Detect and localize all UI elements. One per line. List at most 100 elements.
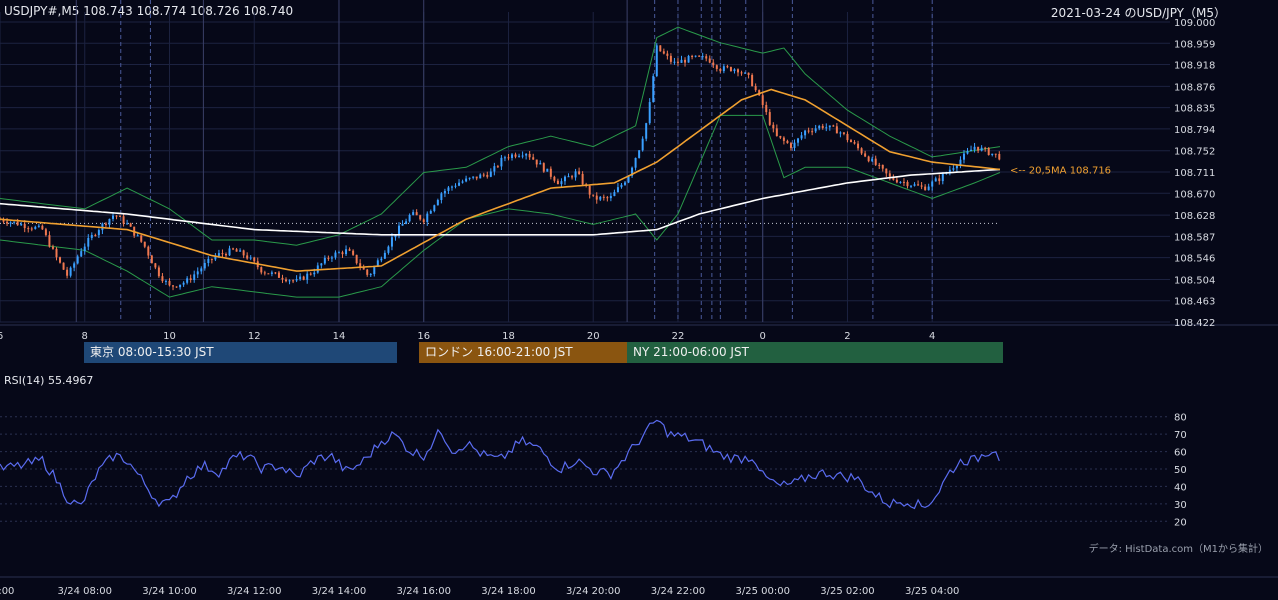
candle [571, 174, 574, 180]
candle [224, 252, 227, 258]
candle [119, 214, 122, 217]
candle [804, 129, 807, 139]
candle [853, 140, 856, 145]
candle [846, 131, 849, 143]
candle [200, 266, 203, 275]
candle [676, 58, 679, 66]
moving-averages [0, 88, 1001, 272]
candle [669, 53, 672, 65]
price-tick-label: 109.000 [1174, 18, 1215, 29]
candle [447, 185, 450, 195]
candle [465, 175, 468, 183]
candle [369, 273, 372, 277]
candle [772, 122, 775, 133]
session-vertical-lines [0, 0, 1000, 322]
candle [754, 83, 757, 92]
candle [518, 153, 521, 158]
candle [973, 142, 976, 153]
rsi-time-label: 3/24 16:00 [397, 586, 451, 597]
candle [966, 147, 969, 155]
candle [323, 255, 326, 265]
rsi-line [0, 419, 1000, 510]
candle [295, 275, 298, 283]
candle [984, 146, 987, 152]
candle [708, 55, 711, 64]
candle [825, 123, 828, 132]
candle [729, 66, 732, 72]
candle [624, 180, 626, 186]
candle [842, 132, 845, 136]
hour-tick-label: 4 [929, 331, 935, 342]
candle [267, 273, 270, 275]
candle [426, 211, 429, 226]
candle [659, 45, 662, 52]
candle [613, 189, 616, 197]
candle [228, 245, 231, 256]
candle [207, 256, 210, 267]
candle [507, 154, 510, 161]
candle [249, 255, 252, 261]
rsi-time-axis: 06:00 3/24 08:00 3/24 10:00 3/24 12:00 3/24 … [0, 586, 959, 597]
candle [602, 194, 605, 201]
price-tick-label: 108.628 [1174, 211, 1215, 222]
rsi-chart: 80 70 60 50 40 30 20 06:00 3/24 08:00 3/24 10:00… [0, 413, 1278, 597]
hour-tick-label: 20 [587, 331, 600, 342]
candle [998, 151, 1001, 161]
candle [712, 59, 715, 69]
candle [337, 250, 340, 254]
candle [609, 192, 612, 202]
candle [210, 258, 213, 264]
candle [511, 153, 514, 161]
sma-20-line [0, 88, 1001, 272]
candle [500, 155, 503, 171]
candle [168, 278, 171, 287]
candle [553, 175, 556, 183]
candle [849, 138, 852, 143]
candle [938, 174, 941, 185]
candle [782, 136, 785, 145]
candle [878, 162, 881, 170]
candle [69, 266, 72, 278]
candle [475, 176, 478, 181]
candle [30, 226, 33, 232]
candle [9, 221, 12, 227]
candle [927, 183, 930, 191]
candle [412, 209, 415, 216]
price-tick-label: 108.835 [1174, 104, 1215, 115]
candle [835, 123, 838, 134]
candle [348, 247, 351, 252]
rsi-tick-label: 60 [1174, 448, 1187, 459]
candle [832, 124, 835, 127]
candle [129, 222, 132, 227]
price-chart: 109.000 108.959 108.918 108.876 108.835 108.7… [0, 0, 1278, 342]
candle [673, 57, 676, 65]
hour-tick-label: 18 [502, 331, 515, 342]
candle [680, 55, 683, 63]
ma-value-label: <-- 20,5MA 108.716 [1010, 165, 1111, 176]
candle [563, 175, 566, 185]
candle [299, 273, 302, 281]
candle [546, 168, 549, 172]
hour-tick-label: 14 [333, 331, 346, 342]
candle [76, 254, 79, 265]
rsi-grid [0, 416, 1278, 578]
candle [401, 220, 404, 226]
candle [503, 155, 506, 162]
candle [528, 150, 531, 160]
rsi-time-label: 3/24 20:00 [566, 586, 620, 597]
candle [578, 167, 581, 175]
candle [839, 131, 842, 138]
candle [666, 50, 669, 60]
candle [454, 183, 457, 189]
candle [154, 262, 157, 270]
candle [496, 164, 499, 169]
hour-tick-label: 8 [82, 331, 88, 342]
candle [857, 140, 860, 151]
candle [143, 241, 146, 249]
candle [733, 68, 736, 74]
rsi-tick-label: 80 [1174, 413, 1187, 424]
rsi-time-label: 3/24 10:00 [142, 586, 196, 597]
rsi-time-label: 3/25 00:00 [735, 586, 789, 597]
candle [373, 265, 376, 277]
price-axis: 109.000 108.959 108.918 108.876 108.835 108.7… [1174, 18, 1215, 329]
